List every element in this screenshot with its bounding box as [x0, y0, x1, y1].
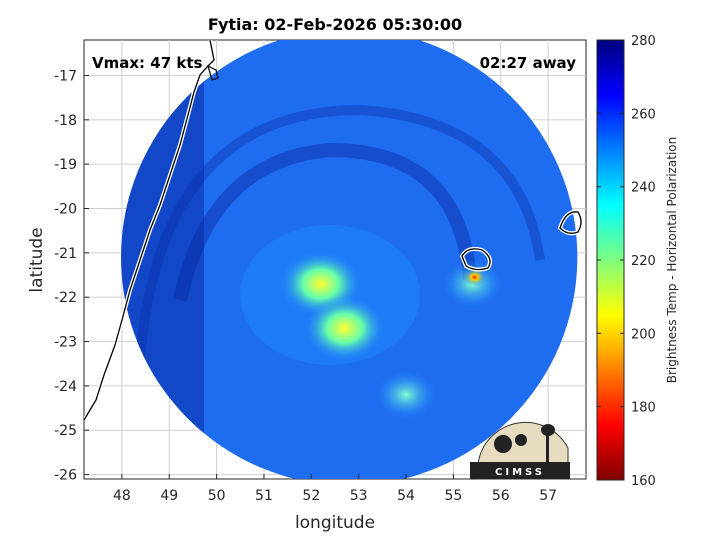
x-axis-label: longitude [295, 513, 375, 533]
y-tick-label: -25 [54, 423, 77, 439]
swath-feature [304, 296, 385, 361]
x-tick-label: 51 [255, 488, 273, 504]
x-tick-label: 56 [492, 488, 510, 504]
x-tick-label: 55 [444, 488, 462, 504]
x-tick-label: 49 [160, 488, 178, 504]
swath-disk [121, 40, 578, 479]
colorbar-tick-label: 240 [631, 181, 656, 196]
colorbar-tick-label: 280 [631, 34, 656, 49]
colorbar-tick-label: 200 [631, 327, 656, 342]
logo-text: CIMSS [495, 467, 545, 478]
colorbar-tick-label: 180 [631, 401, 656, 416]
chart-title: Fytia: 02-Feb-2026 05:30:00 [208, 15, 462, 34]
swath-feature [376, 370, 437, 419]
coastline [84, 40, 583, 422]
x-axis-ticks: 48 49 50 51 52 53 54 55 56 57 [113, 474, 557, 504]
colorbar-tick-label: 220 [631, 254, 656, 269]
colorbar-ticks: 280 260 240 220 200 180 160 [597, 34, 656, 489]
vmax-annotation: Vmax: 47 kts [92, 54, 202, 72]
rainband [173, 142, 477, 302]
x-tick-label: 52 [302, 488, 320, 504]
x-tick-label: 57 [539, 488, 557, 504]
y-tick-label: -21 [54, 246, 77, 262]
cimss-logo: CIMSS [470, 421, 570, 480]
colorbar [596, 39, 625, 481]
x-tick-label: 48 [113, 488, 131, 504]
y-tick-label: -24 [54, 379, 77, 395]
colorbar-tick-label: 260 [631, 107, 656, 122]
y-axis-label: latitude [27, 227, 47, 292]
y-tick-label: -23 [54, 335, 77, 351]
y-tick-label: -17 [54, 68, 77, 84]
y-tick-label: -19 [54, 157, 77, 173]
colorbar-label: Brightness Temp - Horizontal Polarizatio… [665, 137, 679, 384]
x-tick-label: 50 [208, 488, 226, 504]
x-tick-label: 54 [397, 488, 415, 504]
colorbar-tick-label: 160 [631, 474, 656, 489]
time-away-annotation: 02:27 away [480, 54, 577, 72]
swath-feature [463, 268, 486, 287]
y-tick-label: -18 [54, 113, 77, 129]
rainband-outer [135, 104, 545, 361]
y-axis-ticks: -17 -18 -19 -20 -21 -22 -23 -24 -25 -26 [54, 68, 89, 484]
y-tick-label: -20 [54, 202, 77, 218]
features [280, 251, 503, 419]
x-tick-label: 53 [350, 488, 368, 504]
y-tick-label: -26 [54, 468, 77, 484]
y-tick-label: -22 [54, 290, 77, 306]
